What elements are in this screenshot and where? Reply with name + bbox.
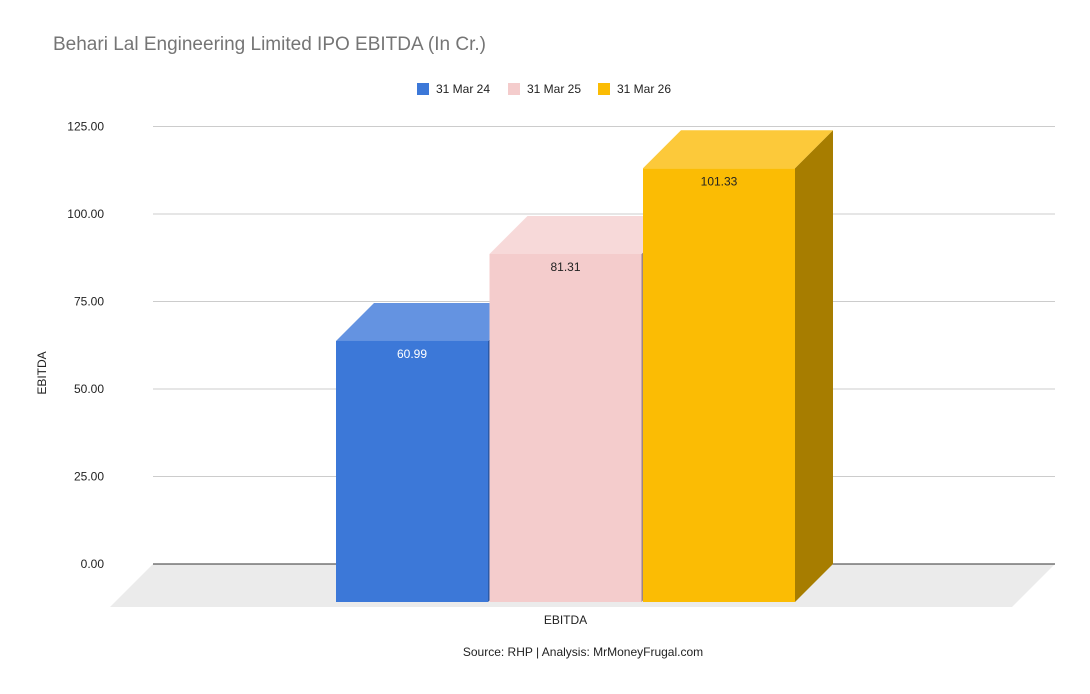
- data-label: 60.99: [397, 347, 427, 361]
- bar-31-mar-26: 101.33: [643, 130, 833, 602]
- legend-item: 31 Mar 25: [508, 82, 581, 96]
- y-tick-label: 100.00: [67, 207, 104, 221]
- bar-front: [489, 253, 642, 602]
- legend-label: 31 Mar 24: [436, 82, 490, 96]
- bars: 60.99 81.31 101.33: [336, 130, 833, 602]
- legend-label: 31 Mar 25: [527, 82, 581, 96]
- x-category-label: EBITDA: [544, 613, 587, 627]
- y-tick-label: 50.00: [74, 382, 104, 396]
- bar-top: [489, 215, 680, 254]
- y-tick-label: 75.00: [74, 295, 104, 309]
- legend-swatch: [508, 83, 520, 95]
- y-tick-label: 0.00: [81, 557, 105, 571]
- y-tick-label: 125.00: [67, 120, 104, 134]
- legend-item: 31 Mar 26: [598, 82, 671, 96]
- source-note: Source: RHP | Analysis: MrMoneyFrugal.co…: [463, 645, 703, 659]
- bar-front: [643, 168, 795, 602]
- bar-side: [795, 130, 833, 602]
- y-tick-label: 25.00: [74, 470, 104, 484]
- y-axis-label: EBITDA: [35, 351, 49, 394]
- legend-item: 31 Mar 24: [417, 82, 490, 96]
- bar-top: [336, 302, 526, 341]
- chart-title: Behari Lal Engineering Limited IPO EBITD…: [53, 34, 486, 55]
- bar-top: [643, 130, 833, 169]
- legend-label: 31 Mar 26: [617, 82, 671, 96]
- y-axis-ticks: 0.00 25.00 50.00 75.00 100.00 125.00: [67, 120, 104, 572]
- legend: 31 Mar 24 31 Mar 25 31 Mar 26: [417, 82, 671, 96]
- data-label: 101.33: [701, 174, 738, 188]
- data-label: 81.31: [550, 260, 580, 274]
- bar-front: [336, 340, 488, 602]
- legend-swatch: [598, 83, 610, 95]
- legend-swatch: [417, 83, 429, 95]
- x-axis-categories: EBITDA: [544, 613, 587, 627]
